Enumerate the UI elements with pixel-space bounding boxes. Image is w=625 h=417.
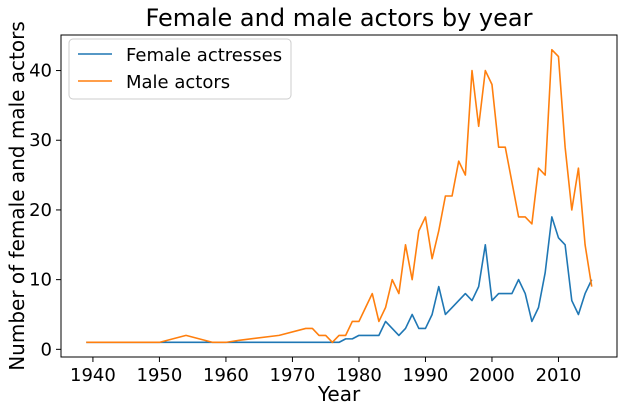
y-axis: 0 10 20 30 40 bbox=[29, 61, 61, 360]
x-tick-label: 1950 bbox=[137, 365, 183, 386]
y-tick-label: 30 bbox=[29, 130, 52, 151]
y-tick-label: 10 bbox=[29, 270, 52, 291]
legend-label-male: Male actors bbox=[126, 72, 230, 93]
chart-title: Female and male actors by year bbox=[146, 4, 533, 32]
legend: Female actresses Male actors bbox=[68, 38, 292, 100]
x-tick-label: 2000 bbox=[469, 365, 515, 386]
series-layer bbox=[86, 48, 593, 344]
y-axis-label: Number of female and male actors bbox=[5, 21, 29, 371]
legend-box bbox=[68, 38, 292, 100]
series-line-female bbox=[86, 216, 593, 344]
y-tick-label: 0 bbox=[41, 339, 52, 360]
legend-label-female: Female actresses bbox=[126, 45, 282, 66]
x-axis-label: Year bbox=[317, 382, 361, 406]
x-axis: 1940 1950 1960 1970 1980 1990 2000 2010 bbox=[70, 357, 581, 386]
y-tick-label: 20 bbox=[29, 200, 52, 221]
x-tick-label: 2010 bbox=[536, 365, 582, 386]
x-tick-label: 1980 bbox=[336, 365, 382, 386]
plot-frame bbox=[60, 34, 618, 358]
x-tick-label: 1940 bbox=[70, 365, 116, 386]
x-tick-label: 1990 bbox=[403, 365, 449, 386]
series-line-male bbox=[86, 48, 593, 344]
x-tick-label: 1970 bbox=[270, 365, 316, 386]
x-tick-label: 1960 bbox=[203, 365, 249, 386]
y-tick-label: 40 bbox=[29, 61, 52, 82]
